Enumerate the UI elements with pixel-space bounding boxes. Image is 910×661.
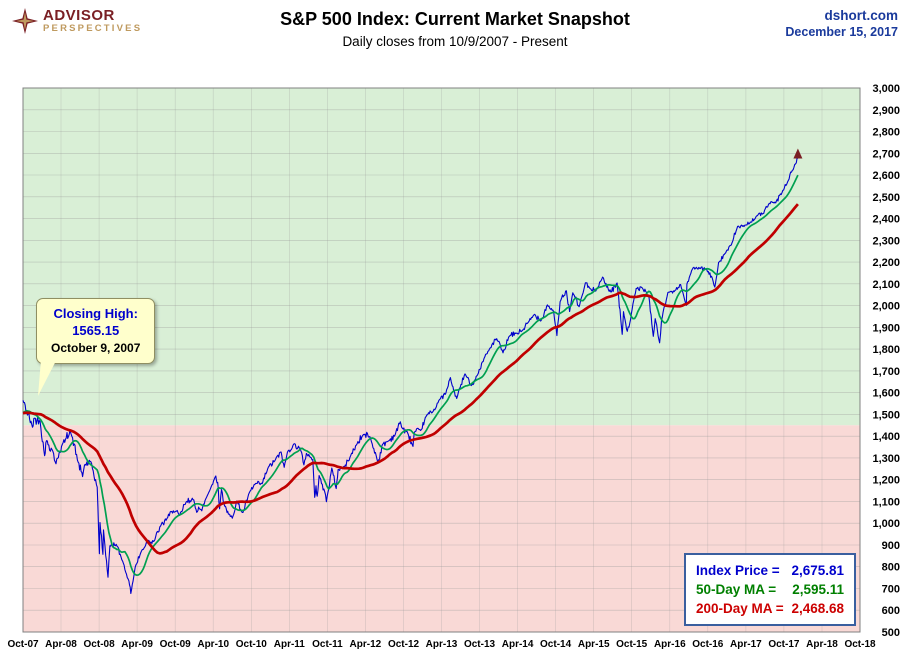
y-tick-label: 700 <box>882 584 900 596</box>
source-block: dshort.com December 15, 2017 <box>785 8 898 40</box>
legend-value: 2,468.68 <box>791 601 844 616</box>
y-tick-label: 2,600 <box>872 170 900 182</box>
title-block: S&P 500 Index: Current Market Snapshot D… <box>0 8 910 52</box>
x-tick-label: Apr-15 <box>578 639 610 650</box>
compass-logo-icon <box>12 8 38 34</box>
y-tick-label: 2,500 <box>872 192 900 204</box>
x-tick-label: Oct-12 <box>388 639 420 650</box>
x-tick-label: Oct-16 <box>692 639 724 650</box>
legend-label: 50-Day MA = <box>696 582 780 597</box>
legend-row-index-price: Index Price = 2,675.81 <box>696 561 844 580</box>
advisor-perspectives-logo: ADVISOR PERSPECTIVES <box>12 8 142 35</box>
x-tick-label: Oct-07 <box>7 639 39 650</box>
y-tick-label: 2,000 <box>872 301 900 313</box>
x-tick-label: Oct-17 <box>768 639 800 650</box>
latest-close-arrow-icon <box>793 148 803 159</box>
legend-value: 2,675.81 <box>791 563 844 578</box>
header: ADVISOR PERSPECTIVES S&P 500 Index: Curr… <box>0 0 910 64</box>
chart-subtitle: Daily closes from 10/9/2007 - Present <box>342 34 568 49</box>
y-tick-label: 2,300 <box>872 235 900 247</box>
region-above-threshold <box>23 88 860 426</box>
logo-line1: ADVISOR <box>43 7 115 24</box>
price-line <box>22 157 799 595</box>
y-tick-label: 1,100 <box>872 496 900 508</box>
y-tick-label: 1,300 <box>872 453 900 465</box>
y-tick-label: 900 <box>882 540 900 552</box>
y-tick-label: 2,200 <box>872 257 900 269</box>
x-tick-label: Oct-08 <box>84 639 116 650</box>
x-tick-label: Apr-09 <box>121 639 153 650</box>
x-tick-label: Oct-14 <box>540 639 572 650</box>
callout-line1: Closing High: <box>53 306 138 321</box>
x-tick-label: Apr-11 <box>274 639 306 650</box>
x-tick-label: Apr-08 <box>45 639 77 650</box>
y-tick-label: 1,800 <box>872 344 900 356</box>
y-tick-label: 1,200 <box>872 475 900 487</box>
x-tick-label: Apr-10 <box>197 639 229 650</box>
logo-line2: PERSPECTIVES <box>43 23 143 34</box>
legend-row-200day-ma: 200-Day MA = 2,468.68 <box>696 599 844 618</box>
x-tick-label: Apr-14 <box>502 639 534 650</box>
legend-label: 200-Day MA = <box>696 601 788 616</box>
source-date: December 15, 2017 <box>785 25 898 39</box>
closing-high-callout: Closing High: 1565.15 October 9, 2007 <box>36 298 156 396</box>
y-tick-label: 1,900 <box>872 322 900 334</box>
y-tick-label: 1,000 <box>872 518 900 530</box>
y-tick-label: 600 <box>882 605 900 617</box>
y-tick-label: 1,500 <box>872 409 900 421</box>
x-tick-label: Apr-18 <box>806 639 838 650</box>
x-tick-label: Apr-17 <box>730 639 762 650</box>
x-tick-label: Oct-10 <box>236 639 268 650</box>
x-tick-label: Oct-13 <box>464 639 496 650</box>
x-tick-label: Apr-16 <box>654 639 686 650</box>
legend-label: Index Price = <box>696 563 784 578</box>
y-tick-label: 1,400 <box>872 431 900 443</box>
source-site: dshort.com <box>824 8 898 23</box>
plot-border <box>22 87 861 633</box>
ma200-line <box>22 203 799 555</box>
x-tick-label: Apr-12 <box>350 639 382 650</box>
callout-box: Closing High: 1565.15 October 9, 2007 <box>36 298 156 364</box>
callout-line3: October 9, 2007 <box>51 341 141 355</box>
y-tick-label: 2,400 <box>872 214 900 226</box>
legend-value: 2,595.11 <box>792 582 844 597</box>
x-tick-label: Apr-13 <box>426 639 458 650</box>
x-tick-label: Oct-18 <box>844 639 876 650</box>
y-tick-label: 2,800 <box>872 127 900 139</box>
callout-line2: 1565.15 <box>72 323 120 338</box>
ma50-line <box>22 174 799 577</box>
logo-text: ADVISOR PERSPECTIVES <box>43 8 142 35</box>
y-tick-label: 3,000 <box>872 83 900 95</box>
y-tick-label: 2,100 <box>872 279 900 291</box>
y-tick-label: 800 <box>882 562 900 574</box>
y-tick-label: 1,600 <box>872 388 900 400</box>
y-tick-label: 2,900 <box>872 105 900 117</box>
x-tick-label: Oct-15 <box>616 639 648 650</box>
y-tick-label: 500 <box>882 627 900 639</box>
legend-row-50day-ma: 50-Day MA = 2,595.11 <box>696 580 844 599</box>
x-tick-label: Oct-11 <box>312 639 343 650</box>
y-tick-label: 1,700 <box>872 366 900 378</box>
legend-box: Index Price = 2,675.81 50-Day MA = 2,595… <box>684 553 856 626</box>
y-tick-label: 2,700 <box>872 148 900 160</box>
x-tick-label: Oct-09 <box>160 639 192 650</box>
chart-title: S&P 500 Index: Current Market Snapshot <box>280 9 630 29</box>
